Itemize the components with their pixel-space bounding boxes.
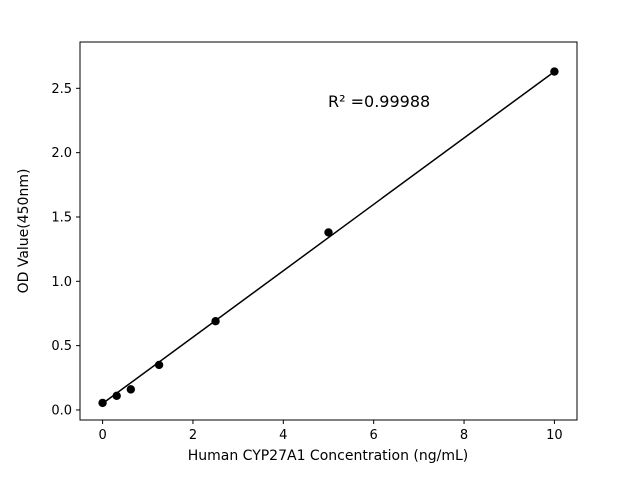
data-point — [324, 228, 333, 237]
r-squared-annotation: R² =0.99988 — [328, 92, 430, 111]
x-tick-label: 4 — [279, 428, 287, 443]
y-tick-label: 2.5 — [51, 82, 72, 97]
data-point — [112, 391, 121, 401]
fit-line — [102, 70, 555, 405]
y-tick-label: 0.5 — [51, 339, 72, 354]
data-point — [98, 398, 107, 408]
plot-area: 0 2 4 6 8 10 0.0 0.5 1.0 1.5 2.0 2.5 — [51, 41, 578, 443]
x-axis-label: Human CYP27A1 Concentration (ng/mL) — [188, 448, 469, 464]
data-point — [126, 385, 136, 394]
data-point — [154, 360, 164, 370]
y-tick-label: 1.0 — [51, 275, 72, 290]
x-tick-label: 2 — [189, 428, 197, 443]
x-tick-label: 6 — [370, 428, 378, 443]
y-tick-label: 1.5 — [51, 210, 72, 225]
x-tick-label: 10 — [546, 428, 563, 443]
x-tick-label: 0 — [98, 428, 106, 443]
data-point — [550, 67, 559, 76]
y-tick-label: 0.0 — [51, 403, 72, 418]
data-point — [211, 316, 220, 326]
axes-frame — [79, 41, 578, 421]
x-tick-label: 8 — [460, 428, 468, 443]
y-tick-label: 2.0 — [51, 146, 72, 161]
y-axis-label: OD Value(450nm) — [16, 169, 32, 294]
